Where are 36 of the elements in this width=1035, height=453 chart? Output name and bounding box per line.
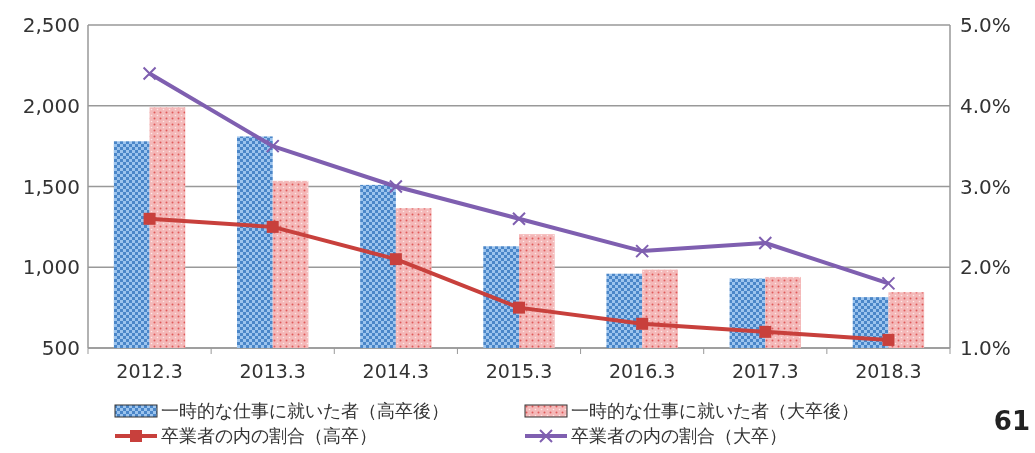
x-tick-label: 2013.3: [239, 360, 306, 382]
point: [759, 325, 772, 338]
point: [388, 179, 403, 194]
x-tick-label: 2017.3: [732, 360, 799, 382]
x-tick-label: 2016.3: [608, 360, 676, 382]
point: [636, 317, 649, 330]
y2-tick-label: 1.0%: [960, 336, 1011, 360]
y-tick-label: 2,000: [22, 93, 80, 118]
y2-tick-label: 5.0%: [960, 13, 1011, 37]
x-tick-label: 2015.3: [485, 360, 553, 382]
text: 61: [993, 406, 1030, 436]
point: [143, 212, 156, 225]
x-tick-label: 2018.3: [855, 360, 922, 382]
point: [389, 253, 402, 266]
point: [142, 66, 157, 81]
y-tick-label: 1,000: [22, 255, 80, 280]
point: [882, 333, 895, 346]
y-tick-label: 1,500: [22, 174, 80, 199]
point: [881, 276, 896, 291]
point: [266, 220, 279, 233]
y2-tick-label: 3.0%: [960, 174, 1011, 199]
legend-label: 卒業者の内の割合（高卒）: [161, 425, 377, 447]
point: [512, 211, 526, 226]
y-tick-label: 2,500: [22, 13, 80, 37]
legend-label: 一時的な仕事に就いた者（大卒後）: [571, 400, 859, 422]
legend-label: 卒業者の内の割合（大卒）: [571, 425, 787, 447]
point: [635, 244, 650, 259]
x-tick-label: 2014.3: [362, 360, 430, 382]
point: [265, 139, 280, 154]
x-tick-label: 2012.3: [116, 360, 183, 382]
y-tick-label: 500: [41, 336, 80, 360]
legend-label: 一時的な仕事に就いた者（高卒後）: [161, 400, 449, 422]
point: [758, 236, 773, 251]
y2-tick-label: 2.0%: [960, 255, 1011, 280]
point: [513, 301, 525, 314]
y2-tick-label: 4.0%: [960, 93, 1011, 118]
